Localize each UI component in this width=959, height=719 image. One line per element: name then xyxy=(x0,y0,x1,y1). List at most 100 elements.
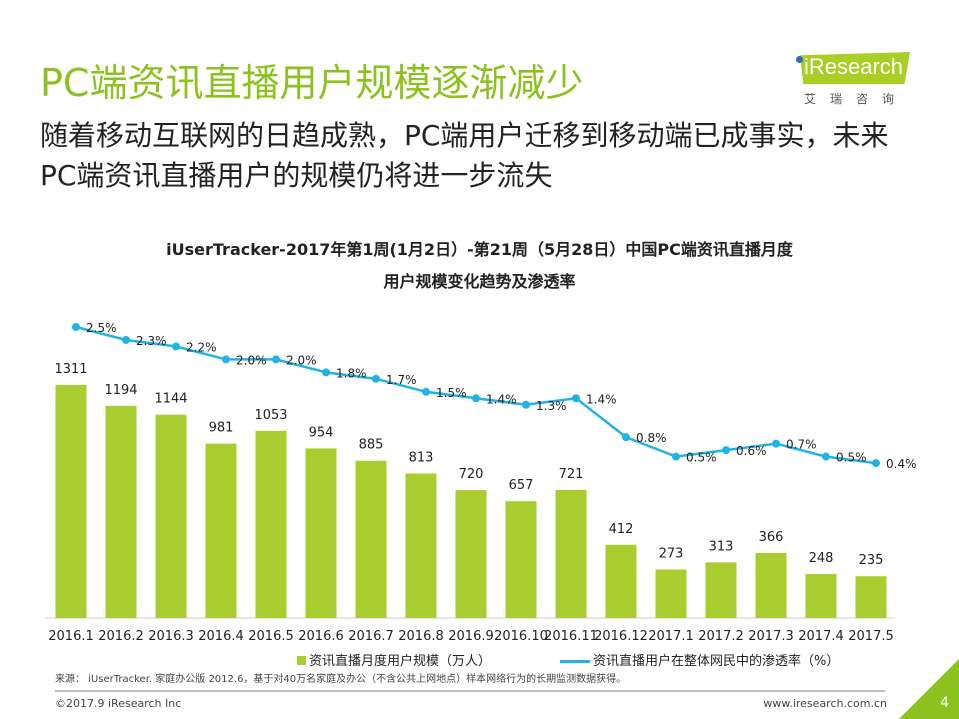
x-tick-label: 2016.5 xyxy=(248,629,294,644)
x-tick-label: 2016.7 xyxy=(348,629,394,644)
x-tick-label: 2016.10 xyxy=(494,629,548,644)
bar xyxy=(805,573,837,618)
line-value-label: 2.3% xyxy=(136,334,167,348)
page-number: 4 xyxy=(940,695,949,711)
line-point xyxy=(622,433,630,442)
bar-value-label: 1311 xyxy=(54,362,87,377)
bar-value-label: 366 xyxy=(759,530,784,545)
line-point xyxy=(672,452,680,461)
x-tick-label: 2016.4 xyxy=(198,629,244,644)
line-point xyxy=(772,439,780,448)
bar xyxy=(55,385,87,618)
bar xyxy=(405,473,437,618)
page-subtitle: 随着移动互联网的日趋成熟，PC端用户迁移到移动端已成事实，未来PC端资讯直播用户… xyxy=(40,119,889,192)
line-value-label: 1.5% xyxy=(436,386,467,400)
bar-value-label: 721 xyxy=(559,467,584,482)
line-point xyxy=(722,446,730,455)
logo-cn: 艾瑞咨询 xyxy=(804,92,909,106)
x-tick-label: 2017.2 xyxy=(698,629,744,644)
chart-title-line1: iUserTracker-2017年第1周(1月2日）-第21周（5月28日）中… xyxy=(166,240,793,259)
bar-value-label: 248 xyxy=(809,551,834,566)
line-value-label: 1.4% xyxy=(486,392,517,406)
bar xyxy=(205,443,237,618)
bar-value-label: 885 xyxy=(359,438,384,453)
x-tick-label: 2017.3 xyxy=(748,629,794,644)
copyright: ©2017.9 iResearch Inc xyxy=(55,697,182,710)
bar xyxy=(555,489,587,618)
website-link[interactable]: www.iresearch.com.cn xyxy=(763,697,887,710)
x-tick-label: 2016.2 xyxy=(98,629,144,644)
bar xyxy=(355,460,387,618)
line-point xyxy=(372,374,380,383)
bar xyxy=(105,405,137,618)
logo-text: iResearch xyxy=(804,54,904,79)
line-point xyxy=(122,335,130,344)
legend-bar-label: 资讯直播月度用户规模（万人） xyxy=(309,654,492,669)
bar xyxy=(305,448,337,618)
line-point xyxy=(572,394,580,403)
line-value-label: 1.4% xyxy=(586,392,617,406)
x-tick-label: 2016.12 xyxy=(594,629,648,644)
x-tick-label: 2016.9 xyxy=(448,629,494,644)
line-value-label: 0.5% xyxy=(686,451,717,465)
bar xyxy=(855,576,887,618)
legend-line: 资讯直播用户在整体网民中的渗透率（%） xyxy=(560,650,839,669)
bar-value-label: 1194 xyxy=(104,383,137,398)
line-value-label: 1.3% xyxy=(536,399,567,413)
x-tick-label: 2016.8 xyxy=(398,629,444,644)
x-tick-label: 2017.5 xyxy=(848,629,894,644)
bar-value-label: 1144 xyxy=(154,392,187,407)
line-point xyxy=(72,323,80,331)
bar-value-label: 1053 xyxy=(254,408,287,423)
bar-value-label: 720 xyxy=(459,467,484,482)
bar-value-label: 235 xyxy=(859,553,884,568)
line-point xyxy=(272,355,280,364)
line-point xyxy=(422,387,430,396)
line-value-label: 2.0% xyxy=(236,353,267,367)
bar xyxy=(655,569,687,618)
x-tick-label: 2016.11 xyxy=(544,629,598,644)
bar-value-label: 954 xyxy=(309,425,334,440)
footer-divider xyxy=(55,690,885,692)
x-tick-label: 2016.1 xyxy=(48,629,94,644)
line-value-label: 0.6% xyxy=(736,444,767,458)
line-value-label: 1.8% xyxy=(336,366,367,380)
line-point xyxy=(222,355,230,364)
x-tick-label: 2017.1 xyxy=(648,629,694,644)
line-value-label: 0.5% xyxy=(836,451,867,465)
bar-value-label: 273 xyxy=(659,546,684,561)
legend-bar: 资讯直播月度用户规模（万人） xyxy=(297,650,491,669)
bar-value-label: 813 xyxy=(409,451,434,466)
bar xyxy=(755,552,787,618)
bar xyxy=(705,562,737,618)
bar-value-label: 657 xyxy=(509,478,534,493)
bar-value-label: 412 xyxy=(609,522,634,537)
x-tick-label: 2016.6 xyxy=(298,629,344,644)
x-tick-label: 2016.3 xyxy=(148,629,194,644)
line-value-label: 0.4% xyxy=(886,457,917,471)
line-point xyxy=(872,459,880,468)
legend-line-label: 资讯直播用户在整体网民中的渗透率（%） xyxy=(593,654,840,669)
line-value-label: 2.2% xyxy=(186,340,217,354)
bar-value-label: 981 xyxy=(209,421,234,436)
line-value-label: 1.7% xyxy=(386,373,417,387)
line-value-label: 2.5% xyxy=(86,321,117,335)
line-value-label: 0.8% xyxy=(636,431,667,445)
line-point xyxy=(322,368,330,377)
bar xyxy=(455,490,487,618)
iresearch-logo: iResearch 艾瑞咨询 xyxy=(790,50,910,110)
line-point xyxy=(172,342,180,351)
bar-value-label: 313 xyxy=(709,539,734,554)
bar xyxy=(255,430,287,618)
line-value-label: 0.7% xyxy=(786,438,817,452)
page-title: PC端资讯直播用户规模逐渐减少 xyxy=(40,61,584,105)
bar xyxy=(505,501,537,618)
chart-title-line2: 用户规模变化趋势及渗透率 xyxy=(383,272,576,291)
source-note: 来源： iUserTracker. 家庭办公版 2012.6，基于对40万名家庭… xyxy=(55,674,627,685)
line-point xyxy=(522,400,530,409)
line-value-label: 2.0% xyxy=(286,353,317,367)
line-point xyxy=(472,394,480,403)
x-tick-label: 2017.4 xyxy=(798,629,844,644)
line-point xyxy=(822,452,830,461)
bar xyxy=(155,414,187,618)
